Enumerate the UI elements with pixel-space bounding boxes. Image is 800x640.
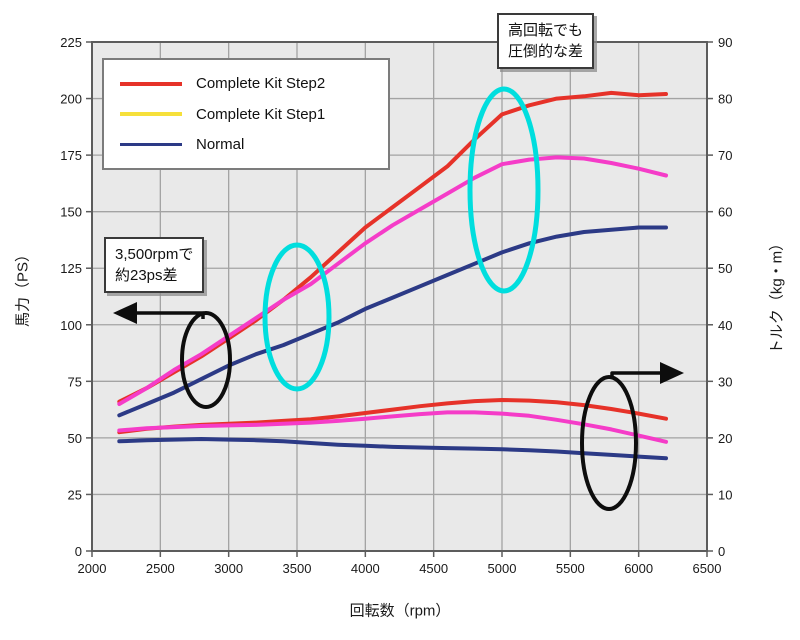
legend: Complete Kit Step2 Complete Kit Step1 Norm… [102,58,390,170]
y-right-axis-title: トルク（kg・m） [768,235,786,355]
arrow-to-torque-axis [610,371,661,378]
series-line-2 [117,225,668,418]
legend-swatch-icon [120,142,182,146]
legend-item-1: Complete Kit Step1 [104,106,388,123]
y-left-tick-label: 100 [60,318,82,333]
arrow-to-torque-axis-head-icon [660,362,684,384]
y-right-tick-label: 10 [718,487,732,502]
y-left-axis-title: 馬力（PS） [14,246,32,328]
y-left-tick-label: 50 [68,431,82,446]
y-right-tick-label: 70 [718,148,732,163]
annotation-3500rpm-line2: 約23ps差 [115,267,178,284]
y-right-tick-label: 0 [718,544,725,559]
legend-item-2: Normal [104,136,388,153]
y-right-tick-label: 30 [718,374,732,389]
series-line-1 [117,155,668,406]
x-tick-label: 6000 [624,561,653,576]
annotation-high-rpm-line1: 高回転でも [508,22,584,39]
x-tick-label: 4000 [351,561,380,576]
annotation-high-rpm: 高回転でも 圧倒的な差 [497,13,595,69]
x-tick-label: 5500 [556,561,585,576]
x-tick-label: 6500 [693,561,722,576]
annotation-3500rpm-line1: 3,500rpmで [115,246,194,263]
y-right-tick-label: 20 [718,431,732,446]
x-axis-title: 回転数（rpm） [349,602,451,620]
highlight-ellipse-5000rpm [467,86,541,294]
annotation-3500rpm-diff: 3,500rpmで 約23ps差 [104,237,205,293]
x-tick-label: 2500 [146,561,175,576]
plot-border [91,41,708,552]
x-tick-label: 3000 [214,561,243,576]
highlight-ellipse-3500rpm [262,242,332,392]
arrow-to-power-axis [136,311,205,319]
x-tick-label: 3500 [283,561,312,576]
torque-axis-ellipse [580,375,638,511]
legend-swatch-icon [120,81,182,86]
legend-item-0: Complete Kit Step2 [104,75,388,92]
y-left-tick-label: 0 [75,544,82,559]
legend-label: Complete Kit Step1 [196,105,326,123]
series-line-4 [117,410,668,444]
x-tick-label: 5000 [488,561,517,576]
y-left-tick-label: 175 [60,148,82,163]
legend-swatch-icon [120,112,182,116]
arrow-to-power-axis-head-icon [113,302,137,324]
y-right-tick-label: 90 [718,35,732,50]
annotation-high-rpm-line2: 圧倒的な差 [508,43,584,60]
y-left-tick-label: 225 [60,35,82,50]
y-right-tick-label: 80 [718,92,732,107]
y-right-tick-label: 60 [718,205,732,220]
series-line-5 [117,437,668,461]
legend-label: Normal [196,135,245,153]
legend-label: Complete Kit Step2 [196,75,326,93]
y-left-tick-label: 150 [60,205,82,220]
y-right-tick-label: 50 [718,261,732,276]
x-tick-label: 4500 [419,561,448,576]
y-right-tick-label: 40 [718,318,732,333]
power-axis-ellipse [180,311,232,409]
y-left-tick-label: 25 [68,487,82,502]
y-left-tick-label: 75 [68,374,82,389]
y-left-tick-label: 125 [60,261,82,276]
x-tick-label: 2000 [78,561,107,576]
y-left-tick-label: 200 [60,92,82,107]
